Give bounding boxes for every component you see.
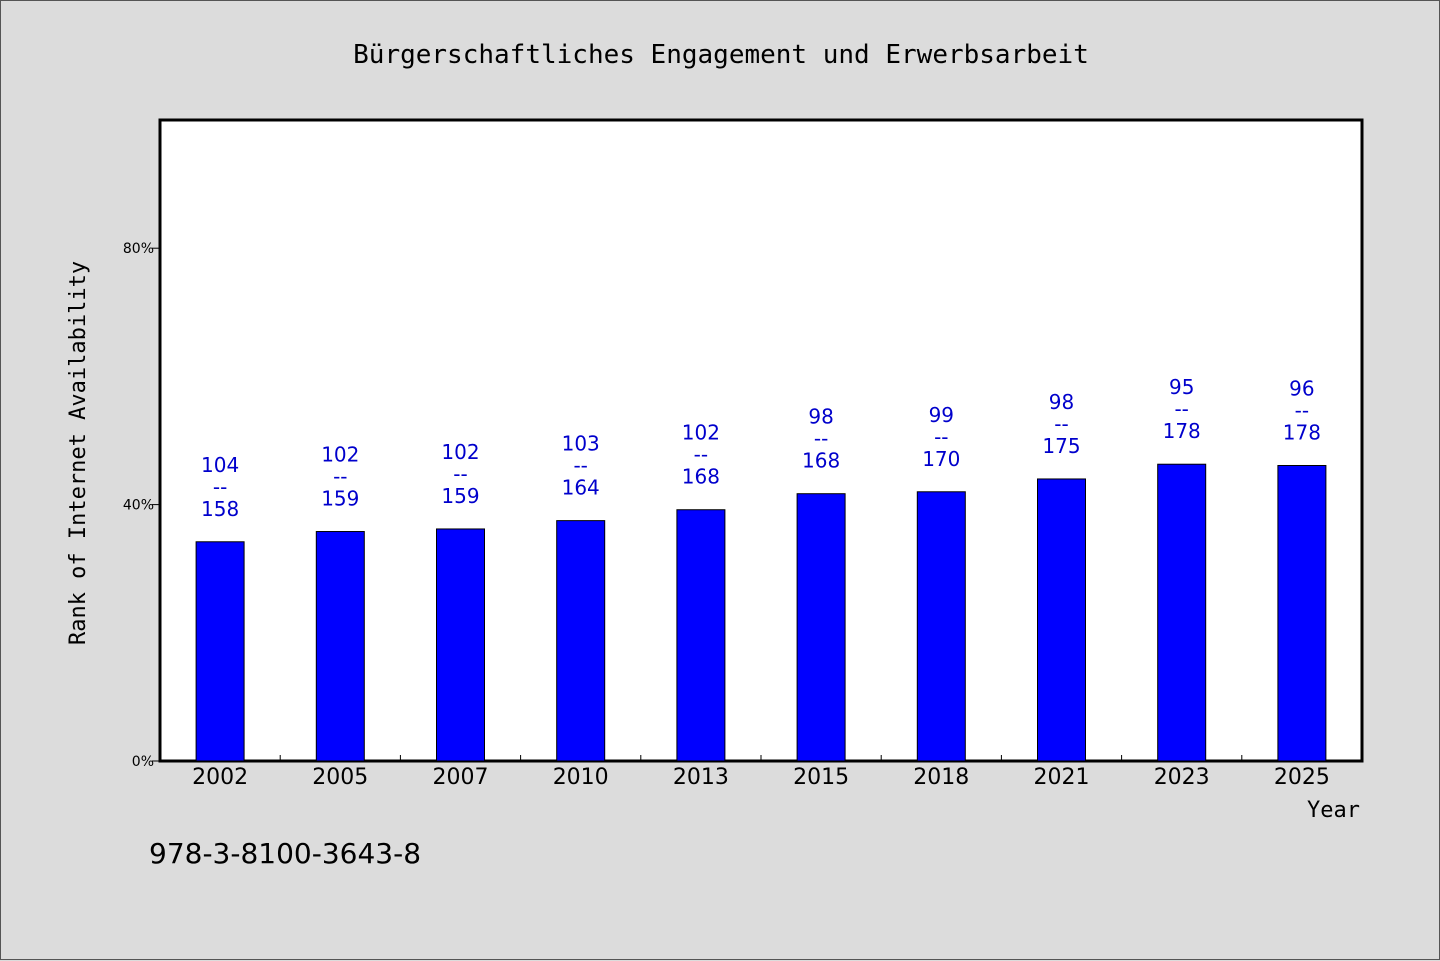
data-label-bottom-2018: 170 bbox=[922, 447, 960, 471]
x-tick-label-2007: 2007 bbox=[433, 765, 489, 790]
data-label-top-2007: 102 bbox=[441, 440, 479, 464]
bar-2005 bbox=[315, 531, 365, 762]
data-label-top-2015: 98 bbox=[808, 405, 833, 429]
y-tick-label: 0% bbox=[132, 754, 154, 770]
y-axis: 0% 40% 80% bbox=[123, 241, 160, 770]
data-label-bottom-2002: 158 bbox=[201, 497, 239, 521]
data-label-bottom-2021: 175 bbox=[1042, 434, 1080, 458]
data-label-sep-2005: -- bbox=[333, 465, 347, 489]
data-label-top-2002: 104 bbox=[201, 453, 239, 477]
data-label-top-2021: 98 bbox=[1049, 390, 1074, 414]
bar-2015 bbox=[796, 493, 846, 762]
x-tick-label-2015: 2015 bbox=[793, 765, 849, 790]
data-label-top-2018: 99 bbox=[929, 403, 954, 427]
bar-2013 bbox=[676, 509, 726, 762]
data-label-sep-2007: -- bbox=[453, 462, 467, 486]
data-label-sep-2013: -- bbox=[694, 443, 708, 467]
bar-2025 bbox=[1277, 464, 1327, 762]
data-label-top-2025: 96 bbox=[1289, 376, 1314, 400]
x-axis: 2002 2005 2007 2010 2013 2015 2018 2021 2023 2025 bbox=[192, 755, 1330, 790]
data-labels-group: 104--158102--159102--159103--164102--168… bbox=[201, 375, 1321, 521]
data-label-sep-2021: -- bbox=[1054, 412, 1068, 436]
data-label-bottom-2005: 159 bbox=[321, 487, 359, 511]
x-tick-label-2005: 2005 bbox=[312, 765, 368, 790]
data-label-top-2010: 103 bbox=[562, 432, 600, 456]
x-axis-title: Year bbox=[1307, 798, 1360, 823]
bar-2002 bbox=[195, 541, 245, 762]
x-tick-label-2018: 2018 bbox=[913, 765, 969, 790]
bars-group bbox=[195, 463, 1327, 762]
data-label-top-2013: 102 bbox=[682, 421, 720, 445]
x-tick-label-2002: 2002 bbox=[192, 765, 248, 790]
data-label-bottom-2013: 168 bbox=[682, 465, 720, 489]
x-tick-label-2023: 2023 bbox=[1154, 765, 1210, 790]
data-label-bottom-2023: 178 bbox=[1163, 419, 1201, 443]
data-label-bottom-2010: 164 bbox=[562, 476, 600, 500]
y-tick-label: 40% bbox=[123, 498, 154, 514]
isbn-note: 978-3-8100-3643-8 bbox=[149, 837, 421, 870]
data-label-sep-2010: -- bbox=[573, 454, 587, 478]
data-label-bottom-2007: 159 bbox=[441, 484, 479, 508]
data-label-top-2023: 95 bbox=[1169, 375, 1194, 399]
data-label-bottom-2025: 178 bbox=[1283, 420, 1321, 444]
data-label-bottom-2015: 168 bbox=[802, 449, 840, 473]
x-tick-label-2025: 2025 bbox=[1274, 765, 1330, 790]
data-label-top-2005: 102 bbox=[321, 443, 359, 467]
bar-2021 bbox=[1037, 478, 1086, 762]
bar-2018 bbox=[916, 491, 966, 762]
x-tick-label-2010: 2010 bbox=[553, 765, 609, 790]
x-tick-label-2021: 2021 bbox=[1034, 765, 1090, 790]
data-label-sep-2018: -- bbox=[934, 425, 948, 449]
data-label-sep-2023: -- bbox=[1174, 397, 1188, 421]
data-label-sep-2015: -- bbox=[814, 427, 828, 451]
data-label-sep-2002: -- bbox=[213, 475, 227, 499]
bar-2010 bbox=[556, 520, 606, 762]
y-tick-label: 80% bbox=[123, 241, 154, 257]
y-axis-title: Rank of Internet Availability bbox=[66, 261, 91, 645]
bar-2023 bbox=[1157, 463, 1207, 762]
data-label-sep-2025: -- bbox=[1295, 398, 1309, 422]
x-tick-label-2013: 2013 bbox=[673, 765, 729, 790]
chart-title: Bürgerschaftliches Engagement und Erwerb… bbox=[353, 40, 1089, 70]
bar-2007 bbox=[436, 528, 485, 762]
